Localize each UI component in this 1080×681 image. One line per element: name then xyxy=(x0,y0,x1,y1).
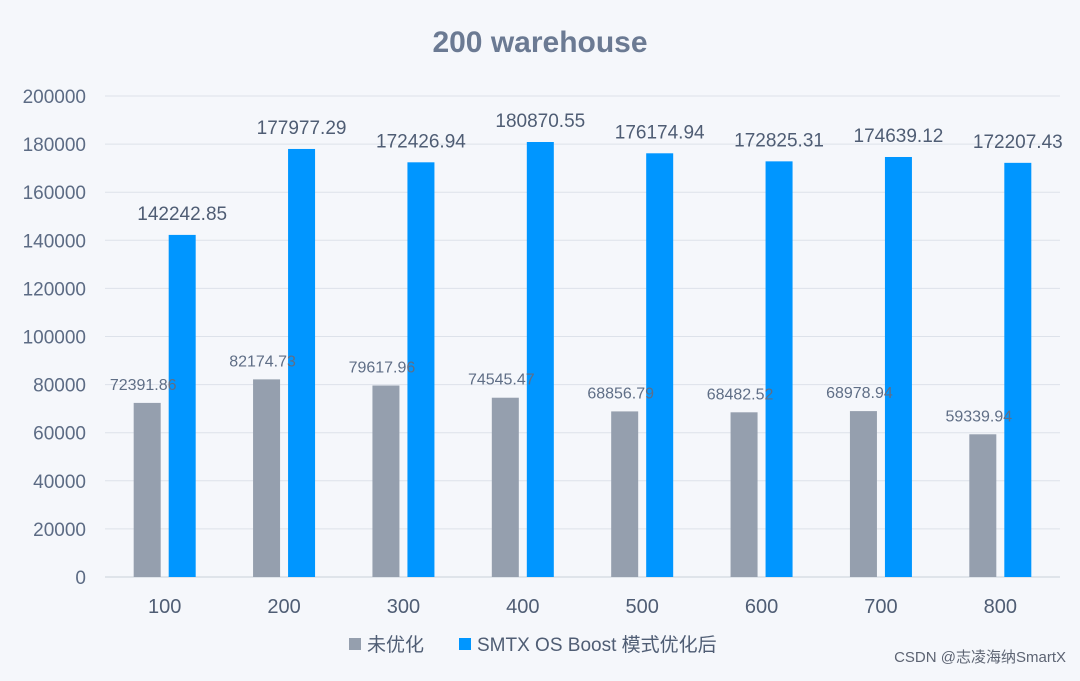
data-label: 180870.55 xyxy=(495,111,585,132)
x-tick-label: 800 xyxy=(984,596,1017,618)
data-label: 79617.96 xyxy=(349,360,416,377)
bars-layer xyxy=(133,142,1032,578)
y-tick-label: 180000 xyxy=(23,135,86,156)
bar xyxy=(168,234,196,577)
y-tick-label: 20000 xyxy=(33,520,86,541)
bar xyxy=(969,434,997,577)
grid-layer xyxy=(105,95,1060,578)
x-tick-label: 100 xyxy=(148,596,181,618)
data-label: 176174.94 xyxy=(615,122,705,143)
bar xyxy=(526,142,554,577)
legend-label: 未优化 xyxy=(367,634,424,656)
bar xyxy=(372,385,400,577)
data-label: 172426.94 xyxy=(376,131,466,152)
bar xyxy=(1004,162,1032,577)
data-label: 74545.47 xyxy=(468,372,535,389)
chart-title: 200 warehouse xyxy=(432,26,647,59)
x-tick-label: 700 xyxy=(864,596,897,618)
x-tick-label: 300 xyxy=(387,596,420,618)
bar xyxy=(765,161,793,577)
y-tick-label: 120000 xyxy=(23,279,86,300)
x-tick-label: 500 xyxy=(626,596,659,618)
legend-swatch xyxy=(459,638,471,650)
data-label: 174639.12 xyxy=(854,126,944,147)
data-label: 177977.29 xyxy=(257,118,347,139)
data-label: 172825.31 xyxy=(734,130,824,151)
data-label: 68482.52 xyxy=(707,386,774,403)
data-label: 82174.73 xyxy=(229,353,296,370)
data-label: 59339.94 xyxy=(945,408,1012,425)
data-label: 172207.43 xyxy=(973,132,1063,153)
y-tick-label: 40000 xyxy=(33,472,86,493)
data-label: 72391.86 xyxy=(110,377,177,394)
bar xyxy=(288,148,316,578)
bar xyxy=(611,411,639,577)
y-tick-label: 160000 xyxy=(23,183,86,204)
bar xyxy=(884,156,912,577)
watermark: CSDN @志凌海纳SmartX xyxy=(894,649,1066,666)
bar xyxy=(646,153,674,578)
y-tick-label: 200000 xyxy=(23,87,86,108)
x-tick-label: 600 xyxy=(745,596,778,618)
y-tick-label: 140000 xyxy=(23,231,86,252)
bar xyxy=(491,397,519,577)
axis-layer: 0 20000 40000 60000 80000 100000 120000 140000 1… xyxy=(23,87,1017,618)
bar xyxy=(133,402,161,577)
data-label: 142242.85 xyxy=(137,204,227,225)
bar xyxy=(253,379,281,577)
x-tick-label: 200 xyxy=(267,596,300,618)
data-label: 68978.94 xyxy=(826,385,893,402)
bar xyxy=(730,412,758,577)
x-tick-label: 400 xyxy=(506,596,539,618)
bar xyxy=(849,411,877,577)
bar xyxy=(407,162,435,577)
legend: 未优化 SMTX OS Boost 模式优化后 xyxy=(349,634,717,656)
data-labels-layer: 72391.86 142242.85 82174.73 177977.29 79617.… xyxy=(110,111,1063,425)
y-tick-label: 100000 xyxy=(23,328,86,349)
data-label: 68856.79 xyxy=(587,385,654,402)
y-tick-label: 0 xyxy=(75,568,86,589)
legend-label: SMTX OS Boost 模式优化后 xyxy=(477,634,717,656)
y-tick-label: 60000 xyxy=(33,424,86,445)
legend-swatch xyxy=(349,638,361,650)
y-tick-label: 80000 xyxy=(33,376,86,397)
